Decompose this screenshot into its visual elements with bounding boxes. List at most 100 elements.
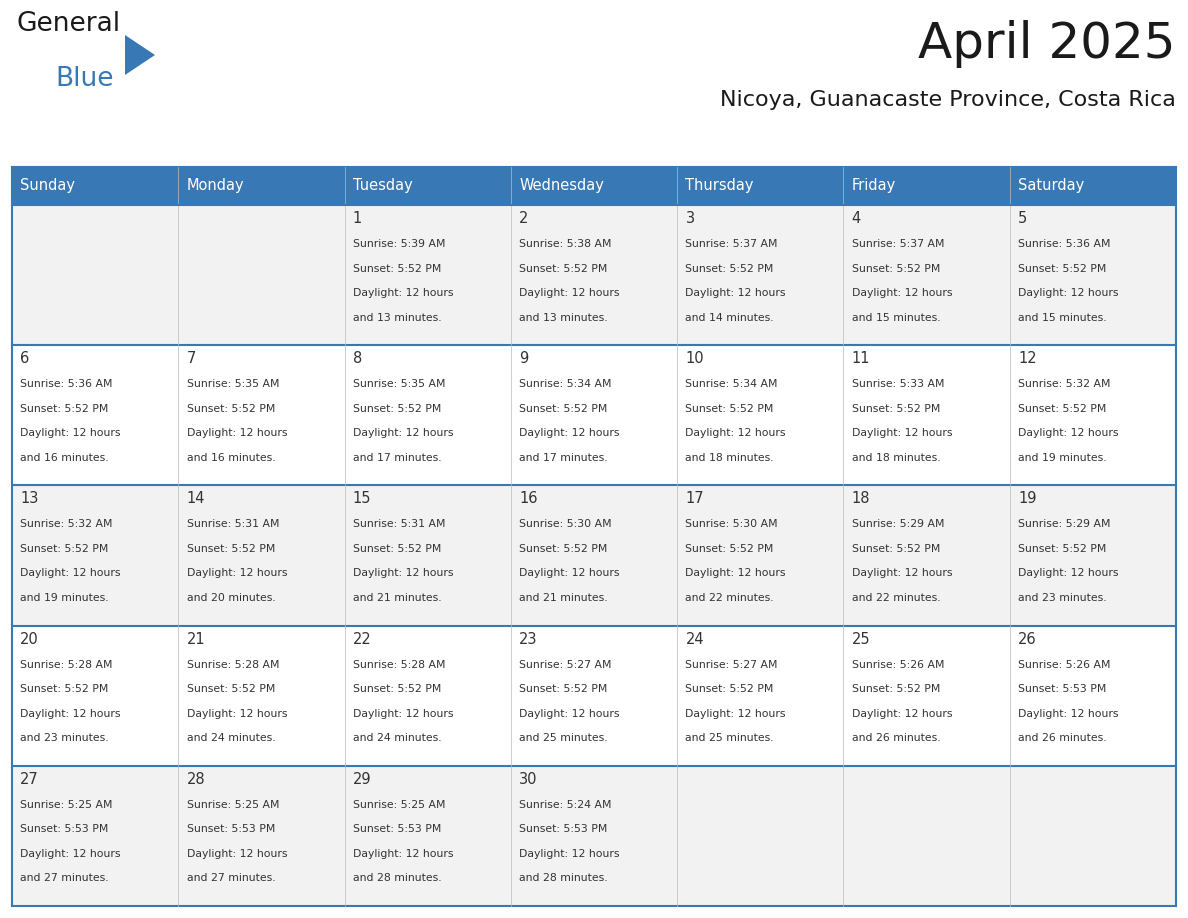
Bar	[12, 205, 178, 345]
Bar	[345, 625, 511, 766]
Text: Sunset: 5:53 PM: Sunset: 5:53 PM	[519, 824, 607, 834]
Text: 21: 21	[187, 632, 206, 646]
Text: Sunset: 5:52 PM: Sunset: 5:52 PM	[685, 684, 773, 694]
Bar	[511, 486, 677, 625]
Text: Daylight: 12 hours: Daylight: 12 hours	[685, 709, 786, 719]
Bar	[178, 625, 345, 766]
Text: and 16 minutes.: and 16 minutes.	[20, 453, 109, 463]
Text: Sunrise: 5:34 AM: Sunrise: 5:34 AM	[519, 379, 612, 389]
Text: 25: 25	[852, 632, 871, 646]
Text: Sunrise: 5:26 AM: Sunrise: 5:26 AM	[1018, 660, 1111, 669]
Text: and 27 minutes.: and 27 minutes.	[20, 873, 109, 883]
Text: Daylight: 12 hours: Daylight: 12 hours	[353, 288, 454, 298]
Bar	[843, 205, 1010, 345]
Text: Daylight: 12 hours: Daylight: 12 hours	[20, 709, 121, 719]
Text: and 22 minutes.: and 22 minutes.	[852, 593, 941, 603]
Text: and 20 minutes.: and 20 minutes.	[187, 593, 276, 603]
Text: Sunset: 5:52 PM: Sunset: 5:52 PM	[1018, 263, 1106, 274]
Bar	[677, 766, 843, 906]
Text: Daylight: 12 hours: Daylight: 12 hours	[519, 429, 620, 438]
Text: 29: 29	[353, 772, 372, 787]
Text: Sunrise: 5:35 AM: Sunrise: 5:35 AM	[353, 379, 446, 389]
Text: Sunset: 5:52 PM: Sunset: 5:52 PM	[519, 404, 607, 414]
Bar	[843, 167, 1010, 205]
Text: and 18 minutes.: and 18 minutes.	[852, 453, 941, 463]
Text: and 14 minutes.: and 14 minutes.	[685, 313, 775, 322]
Text: 13: 13	[20, 491, 39, 507]
Text: 18: 18	[852, 491, 871, 507]
Text: Sunrise: 5:28 AM: Sunrise: 5:28 AM	[20, 660, 113, 669]
Text: Sunrise: 5:39 AM: Sunrise: 5:39 AM	[353, 239, 446, 249]
Text: Sunset: 5:52 PM: Sunset: 5:52 PM	[353, 684, 441, 694]
Text: Sunrise: 5:31 AM: Sunrise: 5:31 AM	[187, 520, 279, 530]
Bar	[1010, 345, 1176, 486]
Text: and 13 minutes.: and 13 minutes.	[353, 313, 442, 322]
Text: Sunset: 5:52 PM: Sunset: 5:52 PM	[353, 404, 441, 414]
Text: Daylight: 12 hours: Daylight: 12 hours	[1018, 429, 1119, 438]
Bar	[12, 625, 178, 766]
Text: Blue: Blue	[55, 66, 114, 92]
Text: Sunset: 5:52 PM: Sunset: 5:52 PM	[852, 684, 940, 694]
Text: Sunrise: 5:30 AM: Sunrise: 5:30 AM	[519, 520, 612, 530]
Text: 1: 1	[353, 211, 362, 226]
Text: Daylight: 12 hours: Daylight: 12 hours	[519, 568, 620, 578]
Bar	[178, 205, 345, 345]
Text: and 22 minutes.: and 22 minutes.	[685, 593, 775, 603]
Bar	[345, 167, 511, 205]
Text: Sunrise: 5:36 AM: Sunrise: 5:36 AM	[1018, 239, 1111, 249]
Text: Sunset: 5:53 PM: Sunset: 5:53 PM	[20, 824, 108, 834]
Text: Sunset: 5:52 PM: Sunset: 5:52 PM	[519, 684, 607, 694]
Text: Daylight: 12 hours: Daylight: 12 hours	[852, 709, 953, 719]
Text: Daylight: 12 hours: Daylight: 12 hours	[187, 709, 287, 719]
Text: Sunrise: 5:27 AM: Sunrise: 5:27 AM	[685, 660, 778, 669]
Bar	[1010, 205, 1176, 345]
Bar	[345, 486, 511, 625]
Text: Daylight: 12 hours: Daylight: 12 hours	[20, 568, 121, 578]
Text: Sunset: 5:52 PM: Sunset: 5:52 PM	[519, 544, 607, 554]
Text: 10: 10	[685, 352, 704, 366]
Bar	[1010, 167, 1176, 205]
Text: and 28 minutes.: and 28 minutes.	[519, 873, 608, 883]
Text: April 2025: April 2025	[918, 20, 1176, 68]
Text: 3: 3	[685, 211, 695, 226]
Text: and 24 minutes.: and 24 minutes.	[353, 733, 442, 744]
Text: Sunrise: 5:30 AM: Sunrise: 5:30 AM	[685, 520, 778, 530]
Bar	[345, 205, 511, 345]
Text: Sunday: Sunday	[20, 178, 75, 194]
Text: Daylight: 12 hours: Daylight: 12 hours	[852, 288, 953, 298]
Bar	[12, 345, 178, 486]
Text: Sunset: 5:52 PM: Sunset: 5:52 PM	[1018, 544, 1106, 554]
Bar	[511, 766, 677, 906]
Text: Sunset: 5:52 PM: Sunset: 5:52 PM	[685, 263, 773, 274]
Text: 11: 11	[852, 352, 871, 366]
Text: 24: 24	[685, 632, 704, 646]
Text: Daylight: 12 hours: Daylight: 12 hours	[353, 429, 454, 438]
Text: 9: 9	[519, 352, 529, 366]
Text: and 25 minutes.: and 25 minutes.	[519, 733, 608, 744]
Text: and 23 minutes.: and 23 minutes.	[20, 733, 109, 744]
Text: and 28 minutes.: and 28 minutes.	[353, 873, 442, 883]
Polygon shape	[125, 35, 154, 75]
Text: and 21 minutes.: and 21 minutes.	[353, 593, 442, 603]
Text: Saturday: Saturday	[1018, 178, 1085, 194]
Text: Daylight: 12 hours: Daylight: 12 hours	[1018, 288, 1119, 298]
Text: and 15 minutes.: and 15 minutes.	[852, 313, 941, 322]
Text: 30: 30	[519, 772, 538, 787]
Text: Sunrise: 5:32 AM: Sunrise: 5:32 AM	[20, 520, 113, 530]
Text: Daylight: 12 hours: Daylight: 12 hours	[187, 429, 287, 438]
Text: 5: 5	[1018, 211, 1028, 226]
Text: Sunrise: 5:26 AM: Sunrise: 5:26 AM	[852, 660, 944, 669]
Text: and 26 minutes.: and 26 minutes.	[1018, 733, 1107, 744]
Bar	[677, 625, 843, 766]
Text: Tuesday: Tuesday	[353, 178, 412, 194]
Text: and 19 minutes.: and 19 minutes.	[20, 593, 109, 603]
Bar	[511, 625, 677, 766]
Bar	[12, 486, 178, 625]
Text: Sunrise: 5:34 AM: Sunrise: 5:34 AM	[685, 379, 778, 389]
Text: Wednesday: Wednesday	[519, 178, 604, 194]
Text: 17: 17	[685, 491, 704, 507]
Text: Sunrise: 5:37 AM: Sunrise: 5:37 AM	[852, 239, 944, 249]
Text: Sunset: 5:52 PM: Sunset: 5:52 PM	[20, 404, 108, 414]
Text: 2: 2	[519, 211, 529, 226]
Text: Daylight: 12 hours: Daylight: 12 hours	[685, 568, 786, 578]
